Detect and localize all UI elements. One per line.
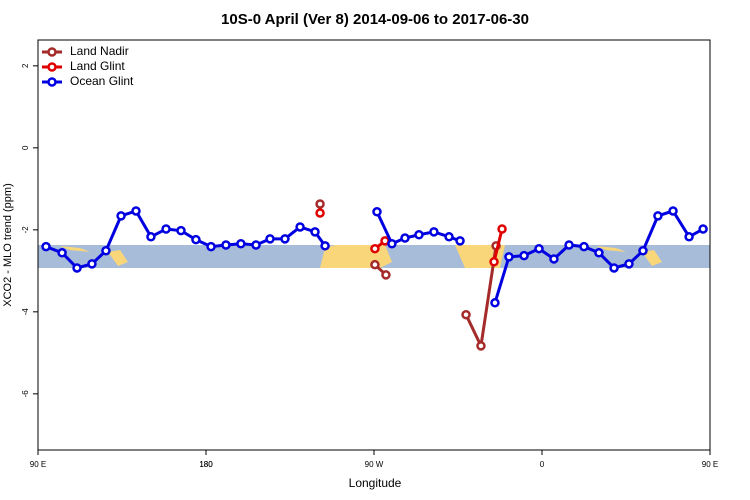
y-tick-label: 0 <box>21 145 30 150</box>
point <box>310 227 320 237</box>
point <box>191 234 201 245</box>
point <box>221 240 231 250</box>
series-line <box>492 228 504 263</box>
point <box>444 232 454 242</box>
legend-label: Ocean Glint <box>70 74 134 88</box>
point <box>370 259 380 270</box>
point <box>564 240 574 250</box>
y-tick-label: -4 <box>21 308 30 316</box>
point <box>490 298 500 308</box>
legend-marker <box>47 77 57 87</box>
point <box>653 211 663 221</box>
point <box>594 248 604 258</box>
x-tick-label: 180 <box>199 460 213 469</box>
point <box>236 239 246 249</box>
point <box>161 224 171 234</box>
point <box>579 241 589 252</box>
point <box>320 241 330 251</box>
x-tick-label: 0 <box>540 460 545 469</box>
point <box>497 224 507 234</box>
y-tick-label: -6 <box>21 390 30 398</box>
x-axis-label: Longitude <box>349 476 402 490</box>
legend-marker <box>47 47 57 57</box>
point <box>684 232 694 242</box>
point <box>455 236 465 246</box>
point <box>381 270 391 280</box>
y-tick-label: -2 <box>21 226 30 234</box>
x-tick-label: 90 E <box>702 460 718 469</box>
legend-label: Land Glint <box>70 59 125 73</box>
x-tick-label: 180 <box>199 460 213 469</box>
y-axis-label: XCO2 - MLO trend (ppm) <box>2 183 14 306</box>
point <box>251 240 261 250</box>
point <box>638 245 648 256</box>
point <box>315 199 325 209</box>
x-tick-label: 90 W <box>365 460 384 469</box>
point <box>101 245 111 256</box>
point <box>668 206 678 216</box>
point <box>72 263 82 273</box>
point <box>41 241 51 252</box>
y-tick-label: 2 <box>21 63 30 68</box>
x-tick-label: 90 E <box>30 460 46 469</box>
point <box>414 230 424 240</box>
point <box>315 208 325 218</box>
point <box>370 243 380 254</box>
point <box>489 257 499 267</box>
point <box>609 263 619 273</box>
point <box>265 234 275 244</box>
point <box>116 211 126 221</box>
point <box>87 259 97 269</box>
point <box>176 225 186 236</box>
point <box>57 248 67 258</box>
legend-label: Land Nadir <box>70 44 129 58</box>
point <box>146 232 156 242</box>
point <box>519 250 529 261</box>
point <box>461 309 471 320</box>
chart-title: 10S-0 April (Ver 8) 2014-09-06 to 2017-0… <box>221 11 529 28</box>
point <box>372 207 382 217</box>
point <box>400 233 410 243</box>
point <box>549 254 559 264</box>
point <box>280 234 290 244</box>
point <box>387 239 397 249</box>
point <box>698 224 708 234</box>
legend-marker <box>47 62 57 72</box>
point <box>429 227 439 237</box>
point <box>476 341 486 351</box>
point <box>534 243 544 254</box>
point <box>131 206 141 216</box>
point <box>206 241 216 252</box>
point <box>504 252 514 262</box>
point <box>624 259 634 269</box>
point <box>295 222 305 232</box>
